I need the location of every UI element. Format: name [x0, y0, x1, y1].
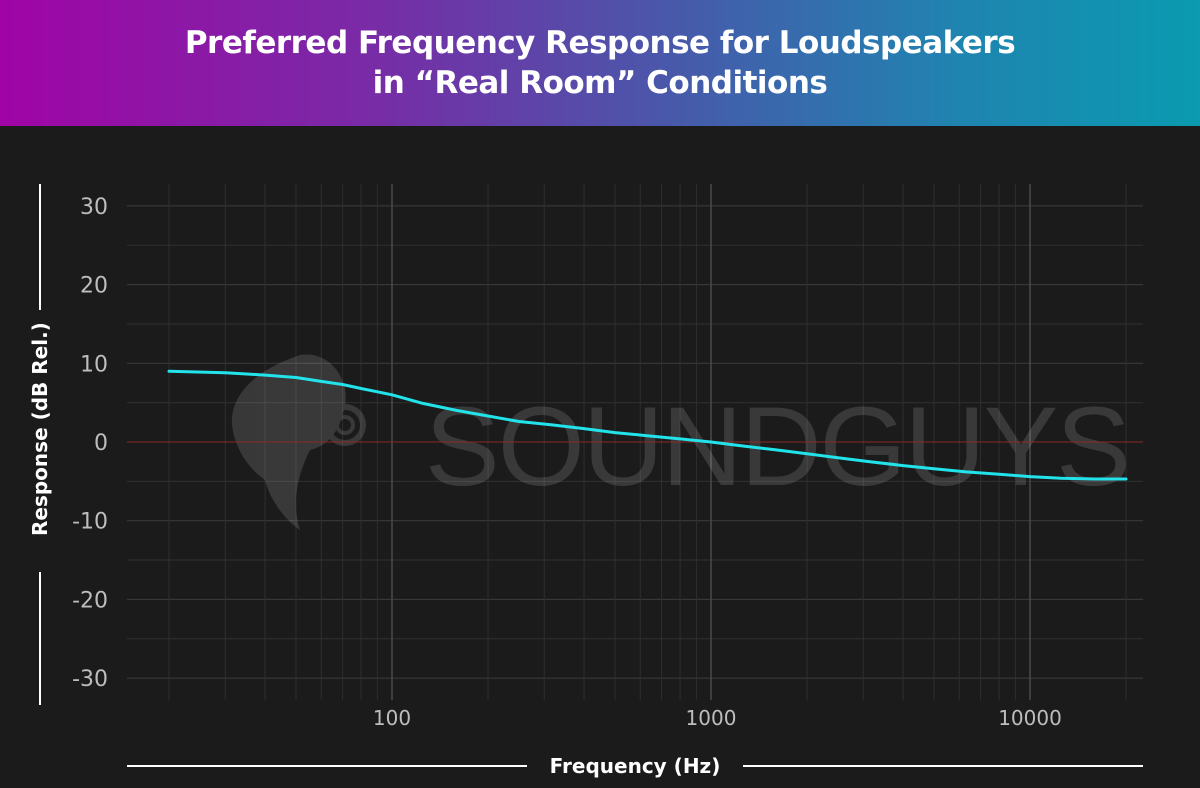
chart-title-line-1: Preferred Frequency Response for Loudspe…: [184, 25, 1016, 61]
watermark-text: SOUNDGUYS: [425, 384, 1129, 509]
x-axis-label: Frequency (Hz): [549, 754, 721, 778]
chart-title-line-2: in “Real Room” Conditions: [372, 65, 828, 101]
y-tick-label: 20: [80, 274, 108, 299]
y-tick-label: -10: [72, 510, 108, 535]
x-tick-label: 10000: [998, 706, 1062, 730]
y-axis-ticks: 30 20 10 0 -10 -20 -30: [72, 195, 108, 692]
x-tick-label: 100: [373, 706, 411, 730]
y-tick-label: 0: [94, 431, 108, 456]
x-axis-ticks: 100 1000 10000: [373, 706, 1062, 730]
y-tick-label: 10: [80, 352, 108, 377]
x-tick-label: 1000: [686, 706, 737, 730]
y-tick-label: 30: [80, 195, 108, 220]
y-tick-label: -20: [72, 588, 108, 613]
grid-lines: [127, 183, 1143, 701]
chart-header: Preferred Frequency Response for Loudspe…: [0, 0, 1200, 126]
y-tick-label: -30: [72, 667, 108, 692]
soundguys-watermark: SOUNDGUYS: [231, 354, 1131, 530]
y-axis-label: Response (dB Rel.): [28, 322, 52, 536]
response-curve: [167, 369, 1128, 481]
